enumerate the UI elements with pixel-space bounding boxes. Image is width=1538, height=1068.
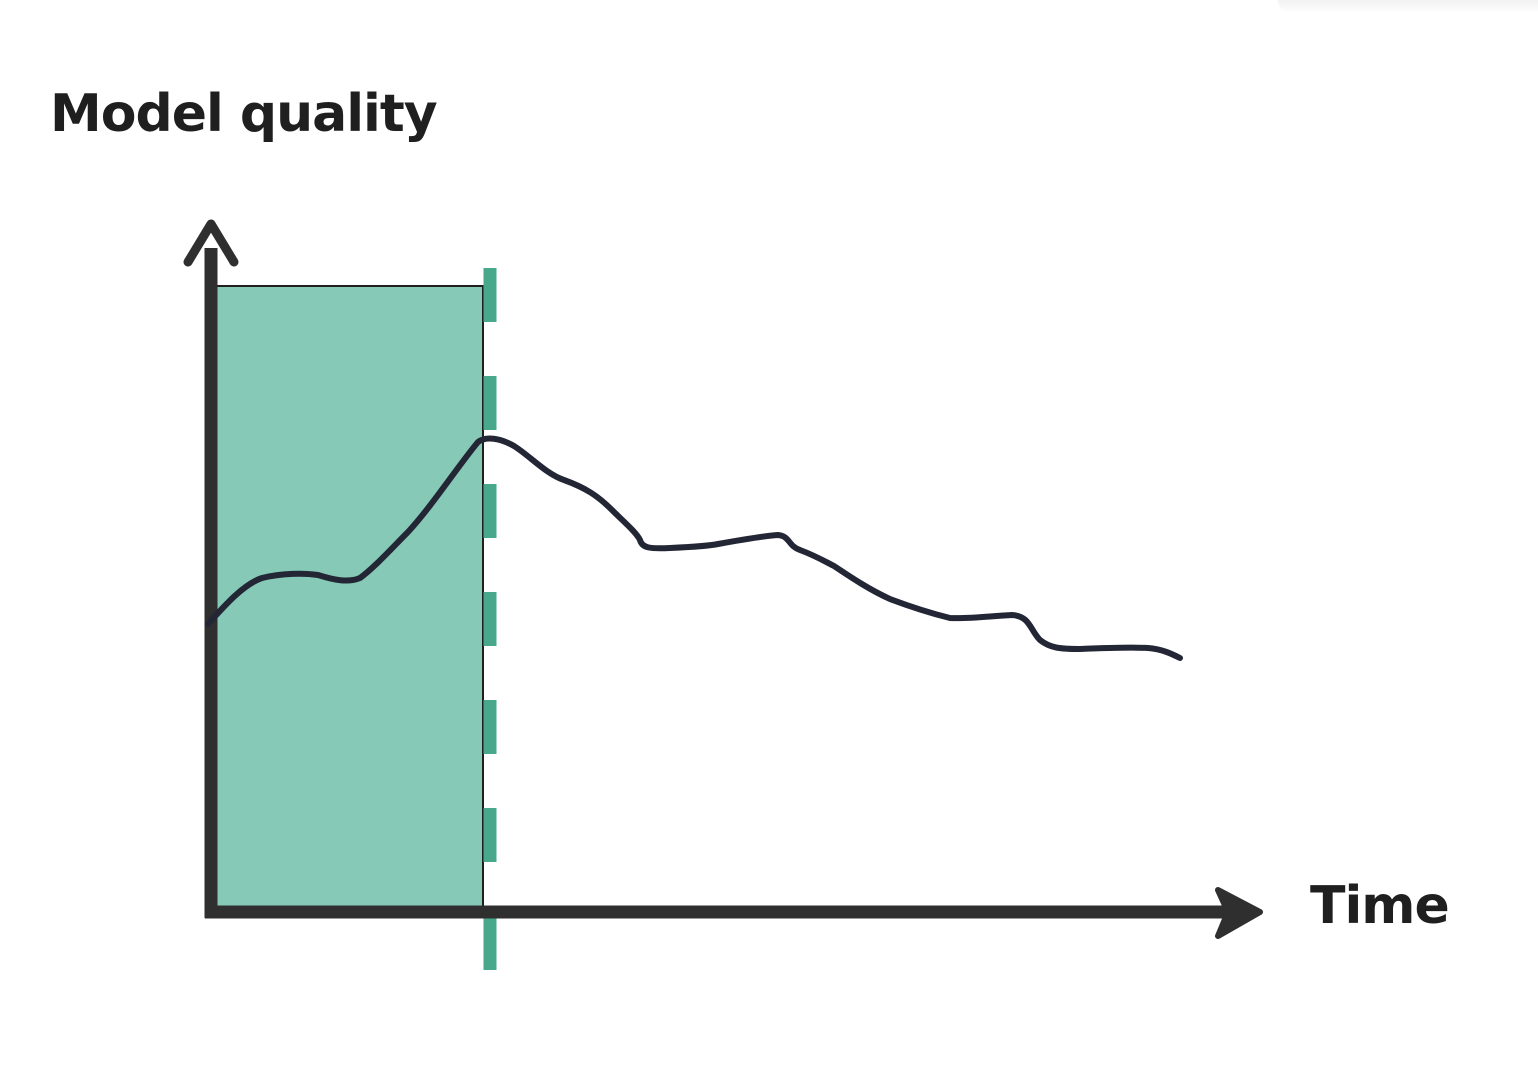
arrow-up-icon (183, 219, 239, 267)
x-axis-label: Time (1310, 876, 1450, 936)
y-axis-label: Model quality (50, 84, 438, 144)
training-period-area (211, 285, 484, 911)
window-shadow (1278, 0, 1538, 14)
arrow-right-icon (1215, 887, 1263, 939)
quality-curve (205, 435, 1183, 661)
